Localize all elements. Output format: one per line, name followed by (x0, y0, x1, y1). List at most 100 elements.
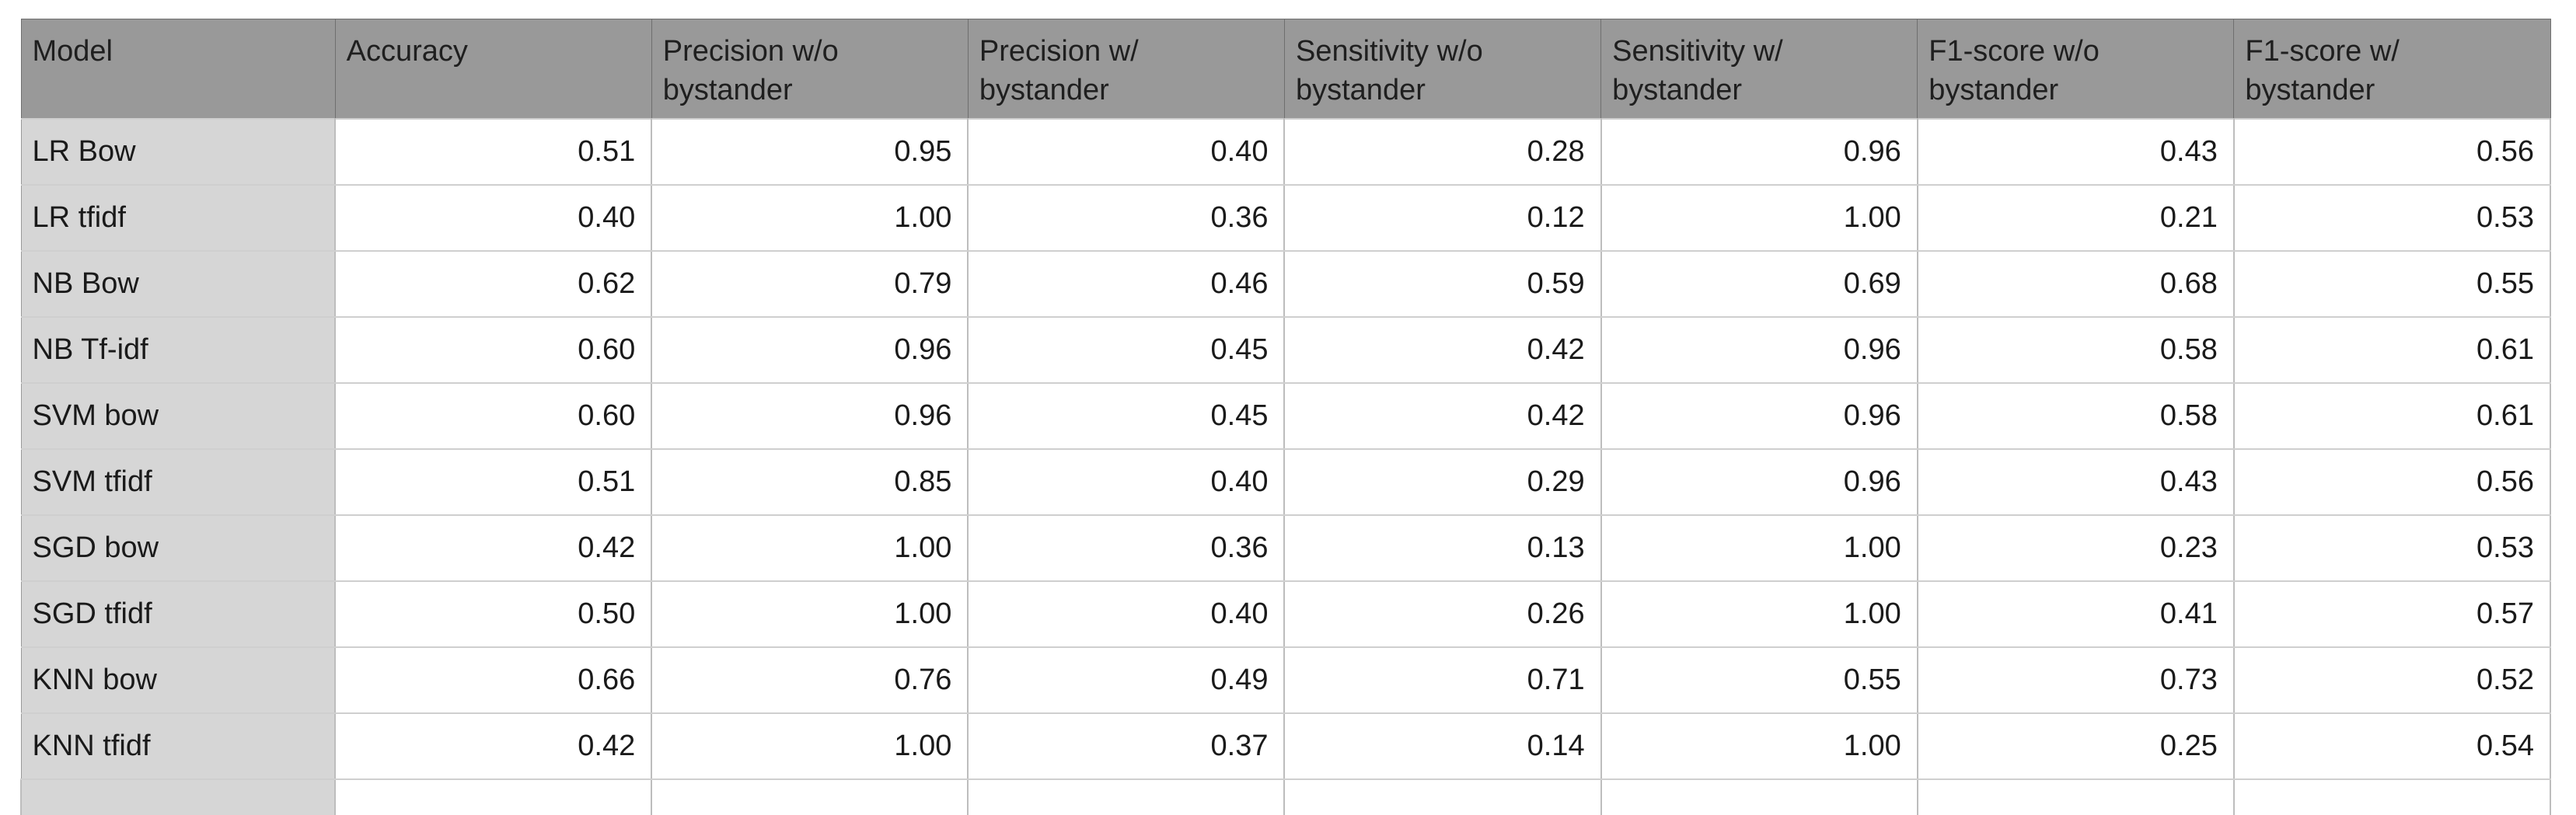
metric-cell: 1.00 (1600, 183, 1918, 252)
header-row: Model Accuracy Precision w/o bystander P… (20, 19, 2551, 119)
header-precision-with-bystander: Precision w/ bystander (967, 19, 1285, 119)
metric-cell: 0.36 (967, 514, 1286, 582)
header-sensitivity-with-bystander: Sensitivity w/ bystander (1600, 19, 1918, 119)
metric-cell: 0.13 (1283, 514, 1602, 582)
empty-cell (1916, 778, 2235, 815)
model-name-cell: KNN bow (20, 646, 337, 714)
metric-cell: 0.41 (1916, 580, 2235, 648)
metric-cell: 1.00 (651, 183, 969, 252)
metric-cell: 0.96 (1600, 381, 1918, 450)
metric-cell: 0.56 (2232, 448, 2552, 516)
model-name-cell: KNN tfidf (20, 712, 337, 780)
metric-cell: 1.00 (1600, 580, 1918, 648)
metric-cell: 0.36 (967, 183, 1286, 252)
metric-cell: 0.57 (2232, 580, 2552, 648)
header-f1-with-bystander: F1-score w/ bystander (2233, 19, 2551, 119)
metric-cell: 0.73 (1916, 646, 2235, 714)
metric-cell: 0.55 (1600, 646, 1918, 714)
metric-cell: 0.53 (2232, 514, 2552, 582)
metric-cell: 0.40 (967, 580, 1286, 648)
table-row: SGD tfidf 0.50 1.00 0.40 0.26 1.00 0.41 0.57 (20, 580, 2552, 648)
metric-cell: 0.42 (334, 514, 653, 582)
metric-cell: 0.60 (334, 381, 653, 450)
metric-cell: 0.71 (1283, 646, 1602, 714)
metric-cell: 1.00 (651, 580, 969, 648)
metric-cell: 0.61 (2232, 315, 2552, 384)
metric-cell: 0.69 (1600, 249, 1918, 318)
metric-cell: 1.00 (1600, 514, 1918, 582)
metric-cell: 0.45 (967, 315, 1286, 384)
metric-cell: 0.68 (1916, 249, 2235, 318)
metric-cell: 0.40 (967, 448, 1286, 516)
metric-cell: 0.79 (651, 249, 969, 318)
metric-cell: 0.55 (2232, 249, 2552, 318)
metric-cell: 0.45 (967, 381, 1286, 450)
model-name-cell: LR Bow (20, 117, 337, 186)
metric-cell: 0.40 (967, 117, 1286, 186)
metric-cell: 0.62 (334, 249, 653, 318)
metric-cell: 0.50 (334, 580, 653, 648)
metric-cell: 0.46 (967, 249, 1286, 318)
header-precision-without-bystander: Precision w/o bystander (651, 19, 969, 119)
metric-cell: 0.25 (1916, 712, 2235, 780)
table-body: LR Bow 0.51 0.95 0.40 0.28 0.96 0.43 0.56 LR tfi… (19, 117, 2552, 815)
metric-cell: 0.37 (967, 712, 1286, 780)
metric-cell: 0.54 (2232, 712, 2552, 780)
model-name-cell: SGD tfidf (20, 580, 337, 648)
header-f1-without-bystander: F1-score w/o bystander (1917, 19, 2235, 119)
metric-cell: 0.23 (1916, 514, 2235, 582)
metric-cell: 0.51 (334, 448, 653, 516)
metric-cell: 0.28 (1283, 117, 1602, 186)
metric-cell: 0.96 (1600, 448, 1918, 516)
metric-cell: 0.40 (334, 183, 653, 252)
metric-cell: 0.53 (2232, 183, 2552, 252)
metric-cell: 0.43 (1916, 117, 2235, 186)
metric-cell: 0.85 (651, 448, 969, 516)
empty-cell (967, 778, 1286, 815)
metric-cell: 0.21 (1916, 183, 2235, 252)
metric-cell: 0.43 (1916, 448, 2235, 516)
metric-cell: 0.96 (1600, 117, 1918, 186)
table-row: SVM bow 0.60 0.96 0.45 0.42 0.96 0.58 0.61 (20, 381, 2552, 450)
metric-cell: 1.00 (651, 514, 969, 582)
metric-cell: 0.58 (1916, 315, 2235, 384)
metric-cell: 0.14 (1283, 712, 1602, 780)
table-row: LR Bow 0.51 0.95 0.40 0.28 0.96 0.43 0.56 (20, 117, 2552, 186)
metric-cell: 0.29 (1283, 448, 1602, 516)
empty-cell (19, 778, 337, 815)
metric-cell: 0.96 (651, 381, 969, 450)
model-name-cell: NB Bow (20, 249, 337, 318)
table-row: KNN tfidf 0.42 1.00 0.37 0.14 1.00 0.25 0.54 (20, 712, 2552, 780)
empty-cell (651, 778, 969, 815)
model-name-cell: SVM tfidf (20, 448, 337, 516)
empty-cell (1600, 778, 1918, 815)
empty-cell (334, 778, 653, 815)
metric-cell: 0.96 (651, 315, 969, 384)
table-row: NB Tf-idf 0.60 0.96 0.45 0.42 0.96 0.58 0.61 (20, 315, 2552, 384)
metric-cell: 0.42 (334, 712, 653, 780)
metric-cell: 0.66 (334, 646, 653, 714)
table-row: KNN bow 0.66 0.76 0.49 0.71 0.55 0.73 0.52 (20, 646, 2552, 714)
metric-cell: 0.60 (334, 315, 653, 384)
metric-cell: 1.00 (651, 712, 969, 780)
metric-cell: 0.49 (967, 646, 1286, 714)
table-row: NB Bow 0.62 0.79 0.46 0.59 0.69 0.68 0.55 (20, 249, 2552, 318)
metric-cell: 1.00 (1600, 712, 1918, 780)
empty-row (19, 778, 2552, 815)
metric-cell: 0.59 (1283, 249, 1602, 318)
metric-cell: 0.56 (2232, 117, 2552, 186)
model-name-cell: NB Tf-idf (20, 315, 337, 384)
metric-cell: 0.12 (1283, 183, 1602, 252)
results-table: Model Accuracy Precision w/o bystander P… (19, 19, 2552, 815)
metric-cell: 0.42 (1283, 315, 1602, 384)
table-row: LR tfidf 0.40 1.00 0.36 0.12 1.00 0.21 0.53 (20, 183, 2552, 252)
model-name-cell: SGD bow (20, 514, 337, 582)
metric-cell: 0.52 (2232, 646, 2552, 714)
empty-cell (2232, 778, 2552, 815)
header-sensitivity-without-bystander: Sensitivity w/o bystander (1283, 19, 1602, 119)
header-model: Model (20, 19, 336, 119)
metric-cell: 0.58 (1916, 381, 2235, 450)
metric-cell: 0.26 (1283, 580, 1602, 648)
table-row: SGD bow 0.42 1.00 0.36 0.13 1.00 0.23 0.53 (20, 514, 2552, 582)
metric-cell: 0.95 (651, 117, 969, 186)
